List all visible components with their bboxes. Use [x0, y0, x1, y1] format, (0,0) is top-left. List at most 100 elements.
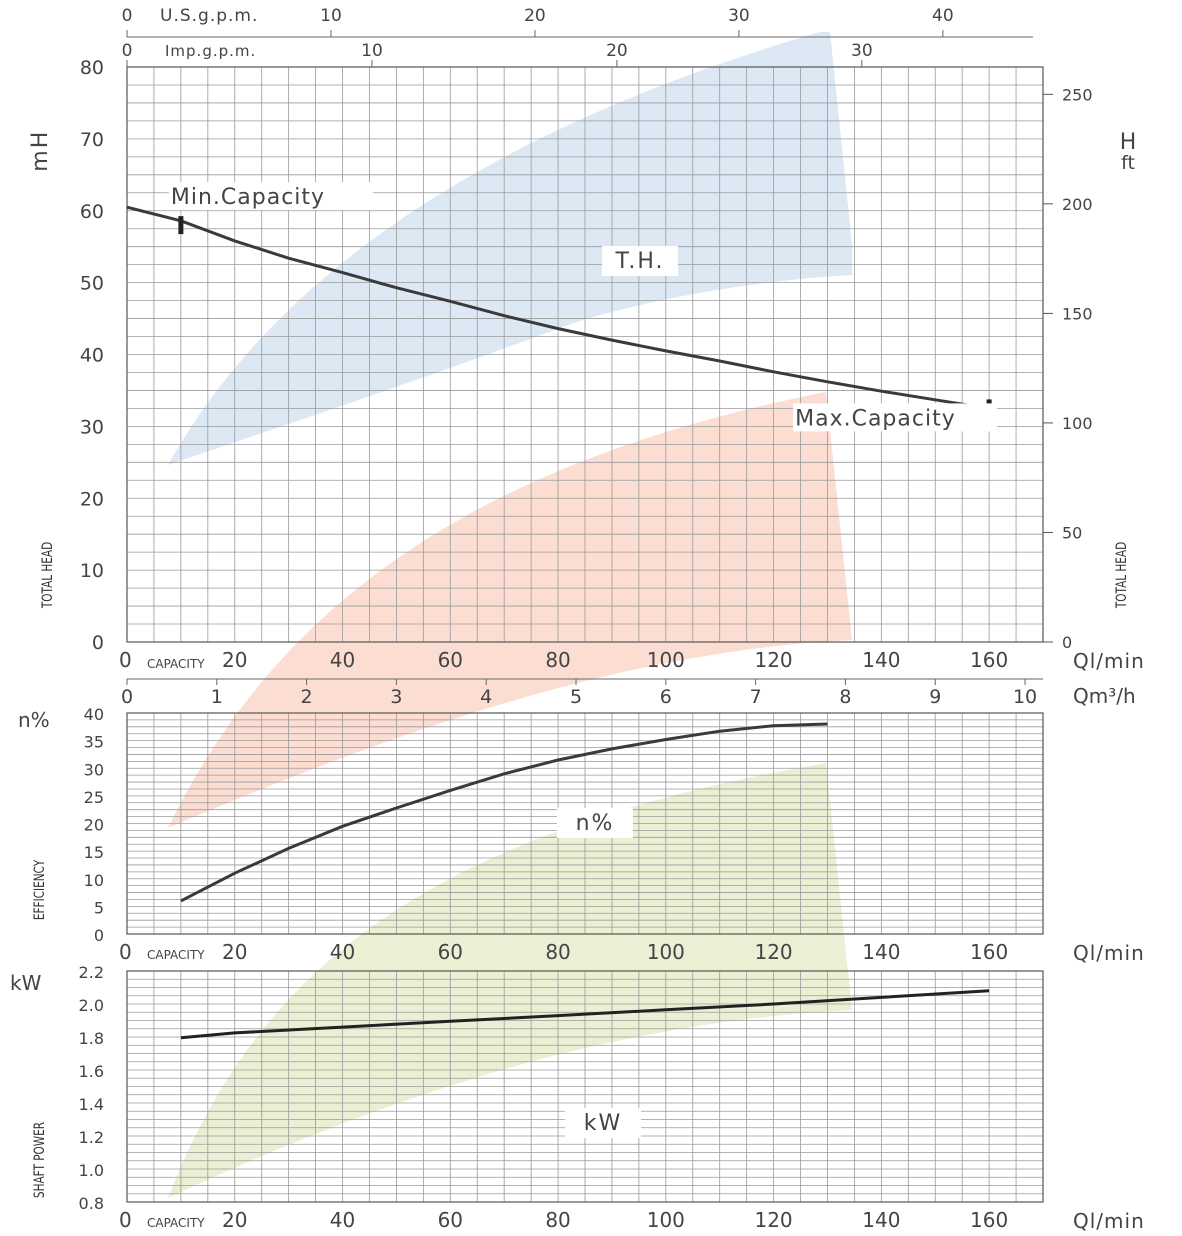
ql-min-label-1: Ql/min	[1073, 649, 1145, 673]
x-tick-label: 120	[754, 648, 792, 672]
y-tick-label: 80	[80, 57, 104, 79]
x-tick-label: 140	[862, 648, 900, 672]
y-tick-label: 60	[80, 201, 104, 223]
ql-min-label-3: Ql/min	[1073, 1209, 1145, 1233]
impgpm-tick-label: 20	[606, 41, 628, 61]
unit-labels: U.S.g.p.m. Imp.g.p.m. H m H ft TOTAL HEA…	[10, 6, 1145, 1233]
y-tick-label: 40	[80, 345, 104, 367]
qm3h-tick-label: 3	[390, 686, 402, 708]
y-tick-label: 40	[84, 705, 104, 724]
usgpm-label: U.S.g.p.m.	[160, 6, 258, 26]
plot-frame	[126, 712, 1044, 935]
x-tick-label: 80	[545, 648, 570, 672]
band-red	[168, 392, 852, 828]
band-labels: T.H. n% kW	[557, 246, 678, 1138]
capacity-label-2: CAPACITY	[147, 948, 205, 962]
y-tick-label: 2.0	[79, 996, 104, 1015]
x-tick-label: 20	[222, 940, 247, 964]
x-tick-label: 160	[970, 648, 1008, 672]
y-tick-label: 20	[80, 488, 104, 510]
y-tick-label: 1.0	[79, 1161, 104, 1180]
band-label-bg	[602, 246, 678, 276]
h-right-label: H	[1120, 130, 1137, 155]
ft-tick-label: 0	[1062, 633, 1072, 652]
x-tick-label: 80	[545, 940, 570, 964]
x-tick-label: 60	[438, 1208, 463, 1232]
x-tick-label: 100	[647, 940, 685, 964]
qm3h-tick-label: 8	[839, 686, 851, 708]
y-tick-label: 20	[84, 816, 104, 835]
qm3h-label: Qm³/h	[1073, 684, 1136, 708]
max-capacity-label: Max.Capacity	[795, 406, 956, 431]
usgpm-tick-label: 30	[728, 6, 750, 26]
series-line-efficiency	[180, 722, 828, 903]
x-tick-label: 40	[330, 1208, 355, 1232]
ft-tick-label: 200	[1062, 195, 1093, 214]
usgpm-tick-label: 0	[122, 6, 133, 26]
plot-frame	[126, 970, 1044, 1203]
y-tick-label: 0	[94, 926, 104, 945]
marker-label-bg	[793, 403, 998, 432]
flow-unit-axes: 0 10 20 30 40 0 10 20 30 0 1 2 3 4 5 6 7 8 9 10	[121, 6, 1043, 708]
marker-label-bg	[168, 182, 373, 211]
x-tick-label: 120	[754, 940, 792, 964]
band-blue	[168, 32, 852, 465]
qm3h-tick-label: 1	[211, 686, 223, 708]
ft-tick-label: 100	[1062, 414, 1093, 433]
x-tick-label: 80	[545, 1208, 570, 1232]
y-tick-label: 1.6	[79, 1062, 104, 1081]
x-tick-label: 0	[119, 1208, 132, 1232]
efficiency-label: EFFICIENCY	[32, 860, 48, 921]
qm3h-tick-label: 0	[121, 686, 133, 708]
usgpm-tick-label: 40	[932, 6, 954, 26]
x-tick-label: 60	[438, 648, 463, 672]
x-tick-label: 20	[222, 1208, 247, 1232]
y-tick-label: 10	[80, 560, 104, 582]
x-tick-label: 60	[438, 940, 463, 964]
capacity-label-3: CAPACITY	[147, 1216, 205, 1230]
h-left-label: H	[28, 132, 53, 149]
x-tick-label: 100	[647, 648, 685, 672]
plot-frame	[126, 66, 1044, 643]
impgpm-tick-label: 30	[851, 41, 873, 61]
y-tick-label: 1.4	[79, 1095, 104, 1114]
band-label-shaft-power: kW	[584, 1111, 623, 1136]
qm3h-tick-label: 5	[570, 686, 582, 708]
qm3h-tick-label: 4	[480, 686, 492, 708]
x-tick-label: 120	[754, 1208, 792, 1232]
usgpm-tick-label: 20	[524, 6, 546, 26]
x-tick-label: 140	[862, 1208, 900, 1232]
y-tick-label: 0.8	[79, 1194, 104, 1213]
qm3h-tick-label: 9	[929, 686, 941, 708]
y-tick-label: 0	[92, 632, 104, 654]
x-tick-label: 100	[647, 1208, 685, 1232]
total-head-right-label: TOTAL HEAD	[1114, 542, 1130, 609]
y-tick-label: 30	[80, 416, 104, 438]
series-line-shaft-power	[180, 989, 990, 1040]
power-grid	[126, 970, 1044, 1203]
series-line-total-head	[126, 205, 990, 410]
impgpm-tick-label: 0	[122, 41, 133, 61]
ql-min-label-2: Ql/min	[1073, 941, 1145, 965]
n-pct-label: n%	[18, 708, 50, 732]
qm3h-tick-label: 10	[1013, 686, 1037, 708]
shaft-power-label: SHAFT POWER	[32, 1122, 48, 1199]
impgpm-tick-label: 10	[361, 41, 383, 61]
impgpm-label: Imp.g.p.m.	[165, 42, 256, 60]
series-lines: Min.Capacity Max.Capacity	[126, 182, 998, 1040]
y-tick-label: 1.8	[79, 1029, 104, 1048]
capacity-label-1: CAPACITY	[147, 657, 205, 671]
band-green	[168, 763, 852, 1198]
x-tick-label: 160	[970, 1208, 1008, 1232]
qm3h-tick-label: 6	[660, 686, 672, 708]
x-tick-label: 0	[119, 648, 132, 672]
y-tick-label: 35	[84, 733, 104, 752]
y-tick-label: 70	[80, 129, 104, 151]
total-head-left-label: TOTAL HEAD	[40, 542, 56, 609]
y-tick-label: 50	[80, 273, 104, 295]
x-tick-label: 140	[862, 940, 900, 964]
y-tick-label: 10	[84, 871, 104, 890]
ft-tick-label: 50	[1062, 523, 1082, 542]
